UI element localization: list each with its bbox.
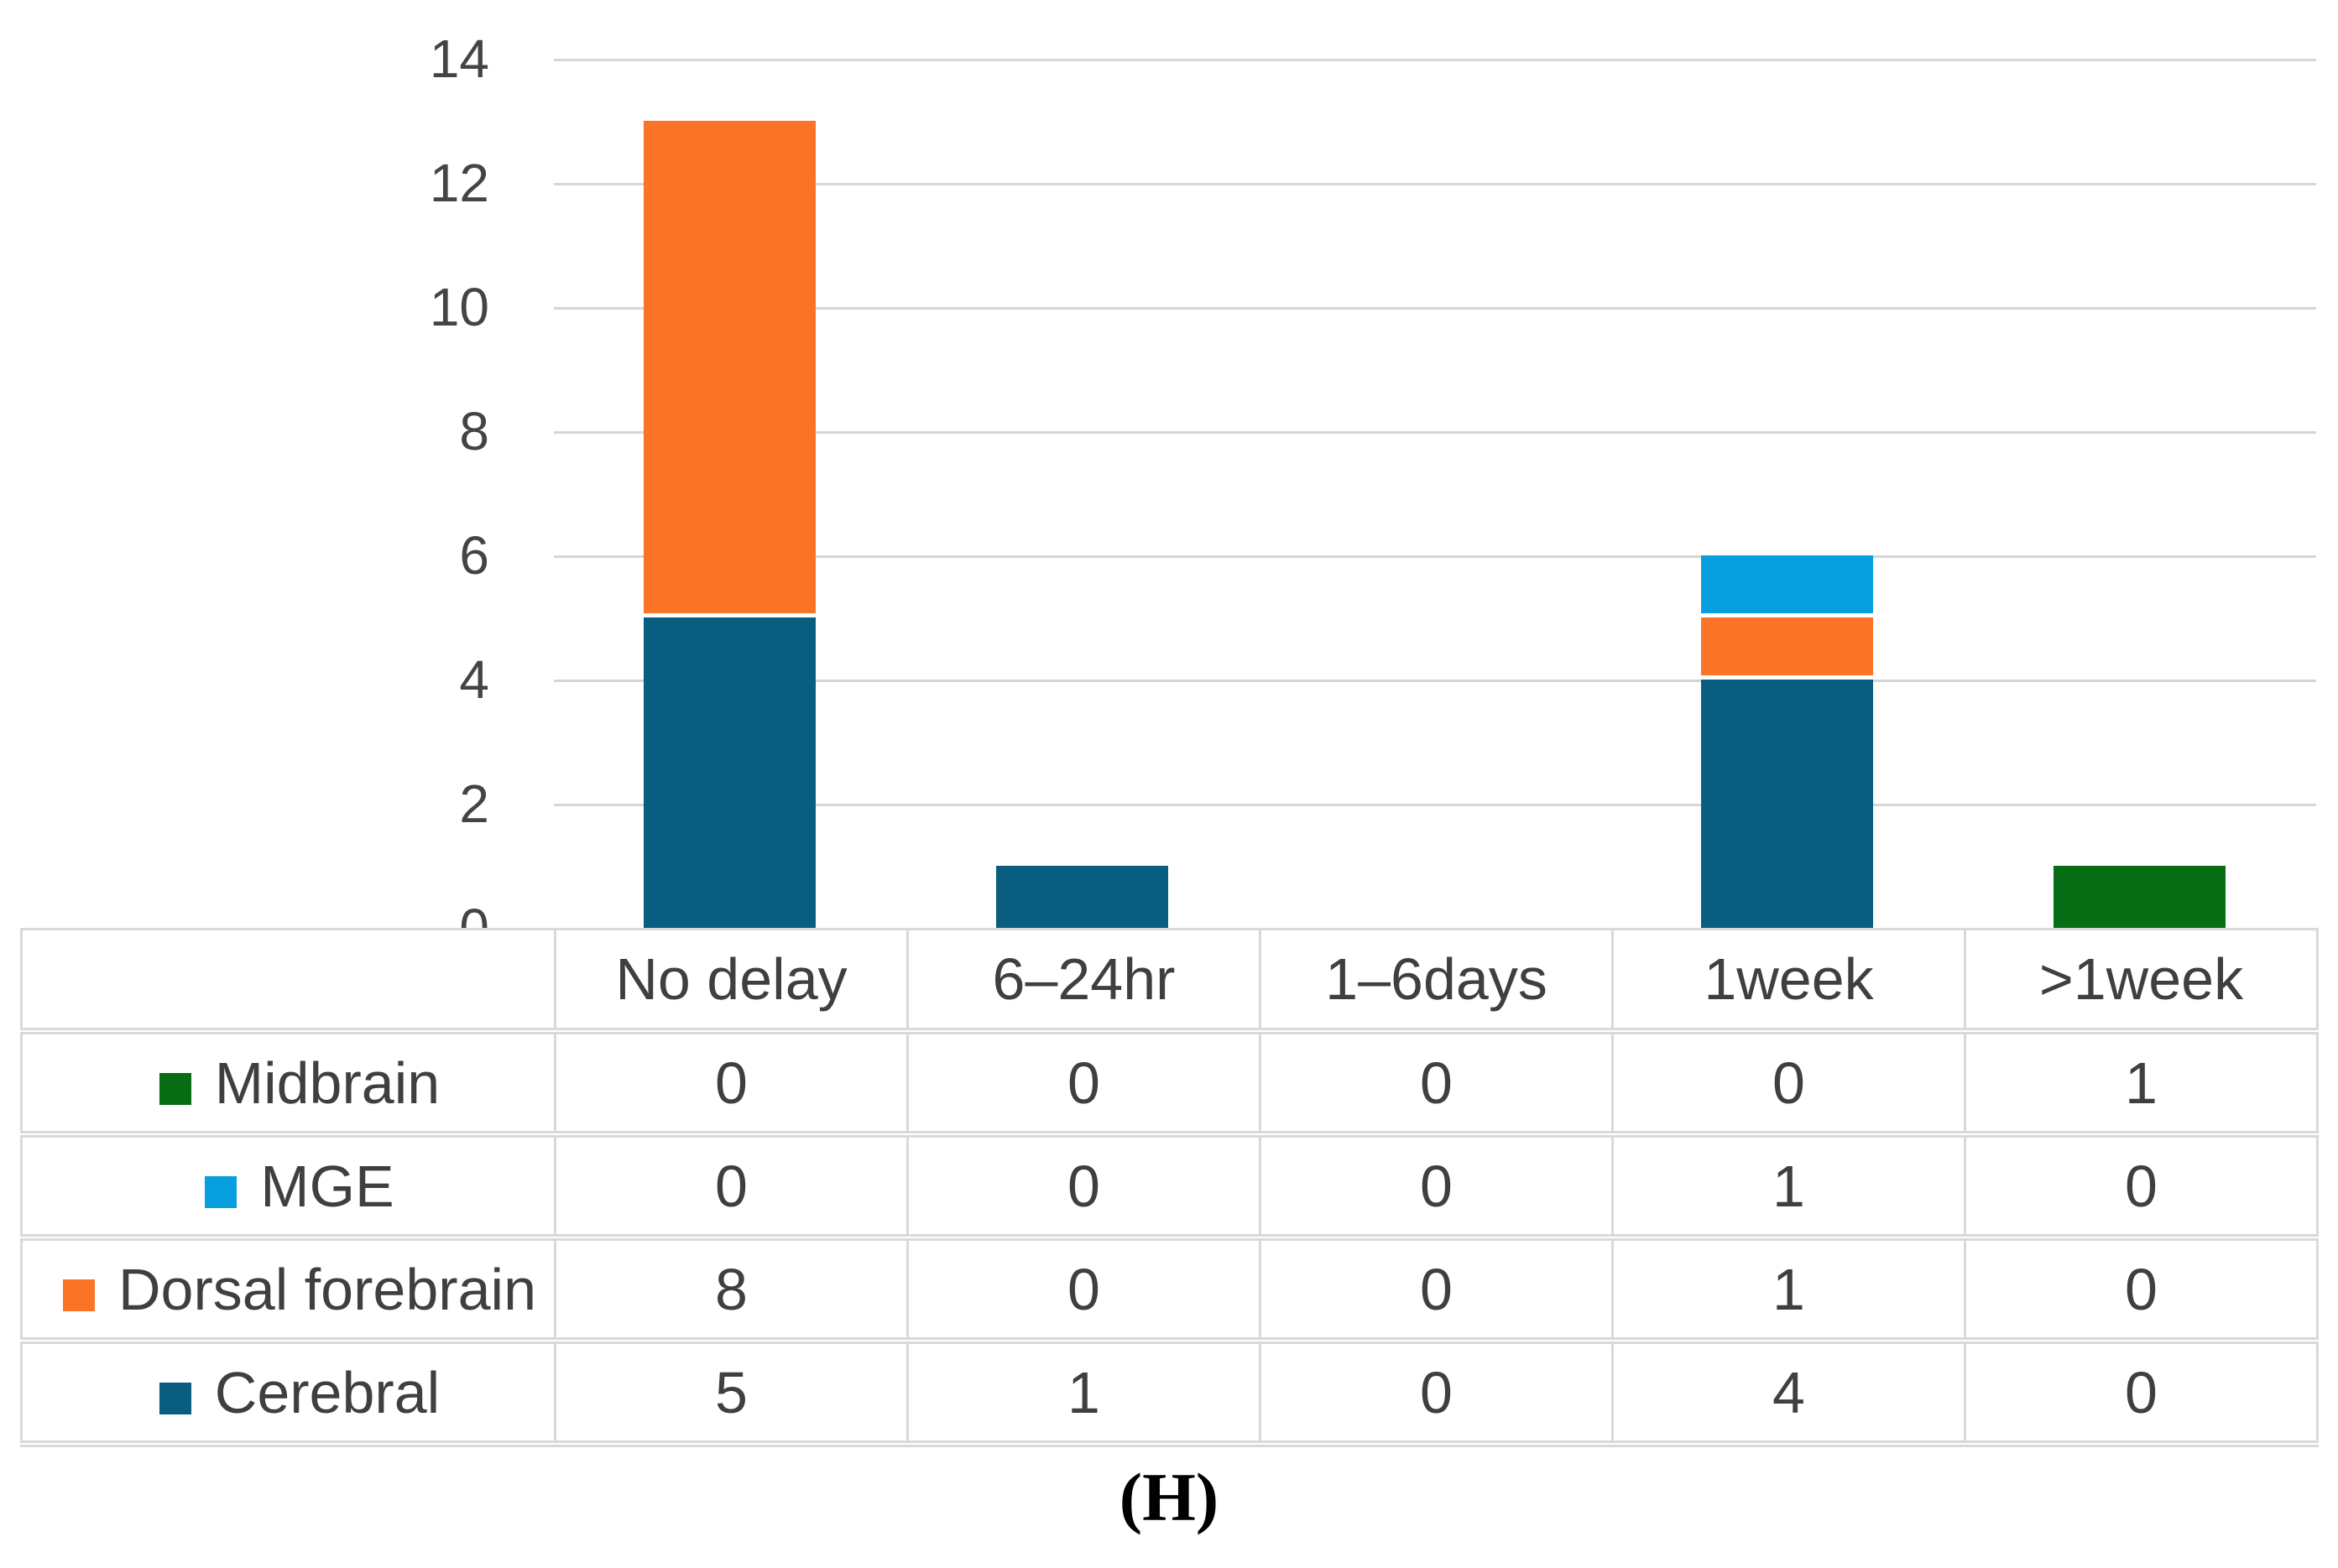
table-header-row: No delay 6–24hr 1–6days 1week >1week [20,928,2319,1033]
bar-slot-gt-1week [1964,59,2316,928]
y-axis-tick: 14 [429,29,489,89]
value-cell: 0 [1611,1028,1966,1136]
gridline [554,183,2316,185]
legend-cell-dorsal-forebrain: Dorsal forebrain [20,1234,556,1342]
bar-slot-no-delay [554,59,906,928]
value-cell: 1 [906,1337,1261,1447]
value-cell: 0 [906,1131,1261,1239]
legend-label-midbrain: Midbrain [214,1050,441,1116]
gridline [554,59,2316,61]
value-cell: 0 [1259,1234,1614,1342]
bar-slot-1-6days [1259,59,1611,928]
bar-segment-cerebral [1701,680,1873,928]
gridline [554,555,2316,558]
data-table: No delay 6–24hr 1–6days 1week >1week Mid… [20,928,2319,1447]
bar-segment-mge [1701,555,1873,617]
gridline [554,307,2316,310]
y-axis-tick: 4 [459,649,489,710]
table-row-dorsal-forebrain: Dorsal forebrain 8 0 0 1 0 [20,1234,2319,1342]
legend-swatch-mge [205,1175,237,1208]
value-cell: 0 [906,1234,1261,1342]
value-cell: 1 [1964,1028,2319,1136]
bar-segment-midbrain [2054,866,2226,928]
value-cell: 0 [906,1028,1261,1136]
value-cell: 8 [554,1234,909,1342]
value-cell: 0 [1964,1337,2319,1447]
bar-slots [554,59,2316,928]
y-axis-tick: 12 [429,153,489,213]
figure-label: (H) [1119,1459,1219,1535]
value-cell: 0 [1964,1131,2319,1239]
column-header-1-6days: 1–6days [1259,928,1614,1033]
table-row-cerebral: Cerebral 5 1 0 4 0 [20,1337,2319,1447]
value-cell: 4 [1611,1337,1966,1447]
plot-area [554,59,2316,928]
value-cell: 1 [1611,1131,1966,1239]
legend-swatch-midbrain [159,1072,191,1105]
bar-segment-cerebral [996,866,1168,928]
column-header-1week: 1week [1611,928,1966,1033]
column-header-no-delay: No delay [554,928,909,1033]
y-axis: 14 12 10 8 6 4 2 0 [0,32,502,955]
column-header-6-24hr: 6–24hr [906,928,1261,1033]
value-cell: 0 [554,1028,909,1136]
bar-segment-cerebral [644,617,816,928]
value-cell: 0 [554,1131,909,1239]
gridline [554,804,2316,806]
legend-cell-mge: MGE [20,1131,556,1239]
bar-segment-dorsal-forebrain [1701,617,1873,680]
value-cell: 0 [1259,1131,1614,1239]
value-cell: 5 [554,1337,909,1447]
legend-cell-midbrain: Midbrain [20,1028,556,1136]
y-axis-tick: 6 [459,525,489,586]
bar-segment-dorsal-forebrain [644,121,816,617]
y-axis-tick: 10 [429,277,489,337]
bar-slot-1week [1611,59,1964,928]
value-cell: 0 [1259,1028,1614,1136]
table-row-midbrain: Midbrain 0 0 0 0 1 [20,1028,2319,1136]
table-corner-cell [20,928,556,1033]
legend-label-mge: MGE [260,1153,394,1219]
column-header-gt-1week: >1week [1964,928,2319,1033]
y-axis-tick: 8 [459,401,489,461]
value-cell: 0 [1964,1234,2319,1342]
legend-label-dorsal-forebrain: Dorsal forebrain [118,1256,536,1322]
legend-swatch-dorsal-forebrain [63,1279,95,1311]
gridline [554,680,2316,682]
y-axis-tick: 2 [459,774,489,834]
legend-label-cerebral: Cerebral [214,1359,441,1425]
legend-swatch-cerebral [159,1382,191,1414]
legend-cell-cerebral: Cerebral [20,1337,556,1447]
value-cell: 1 [1611,1234,1966,1342]
table-row-mge: MGE 0 0 0 1 0 [20,1131,2319,1239]
value-cell: 0 [1259,1337,1614,1447]
bar-slot-6-24hr [906,59,1259,928]
gridline [554,431,2316,434]
